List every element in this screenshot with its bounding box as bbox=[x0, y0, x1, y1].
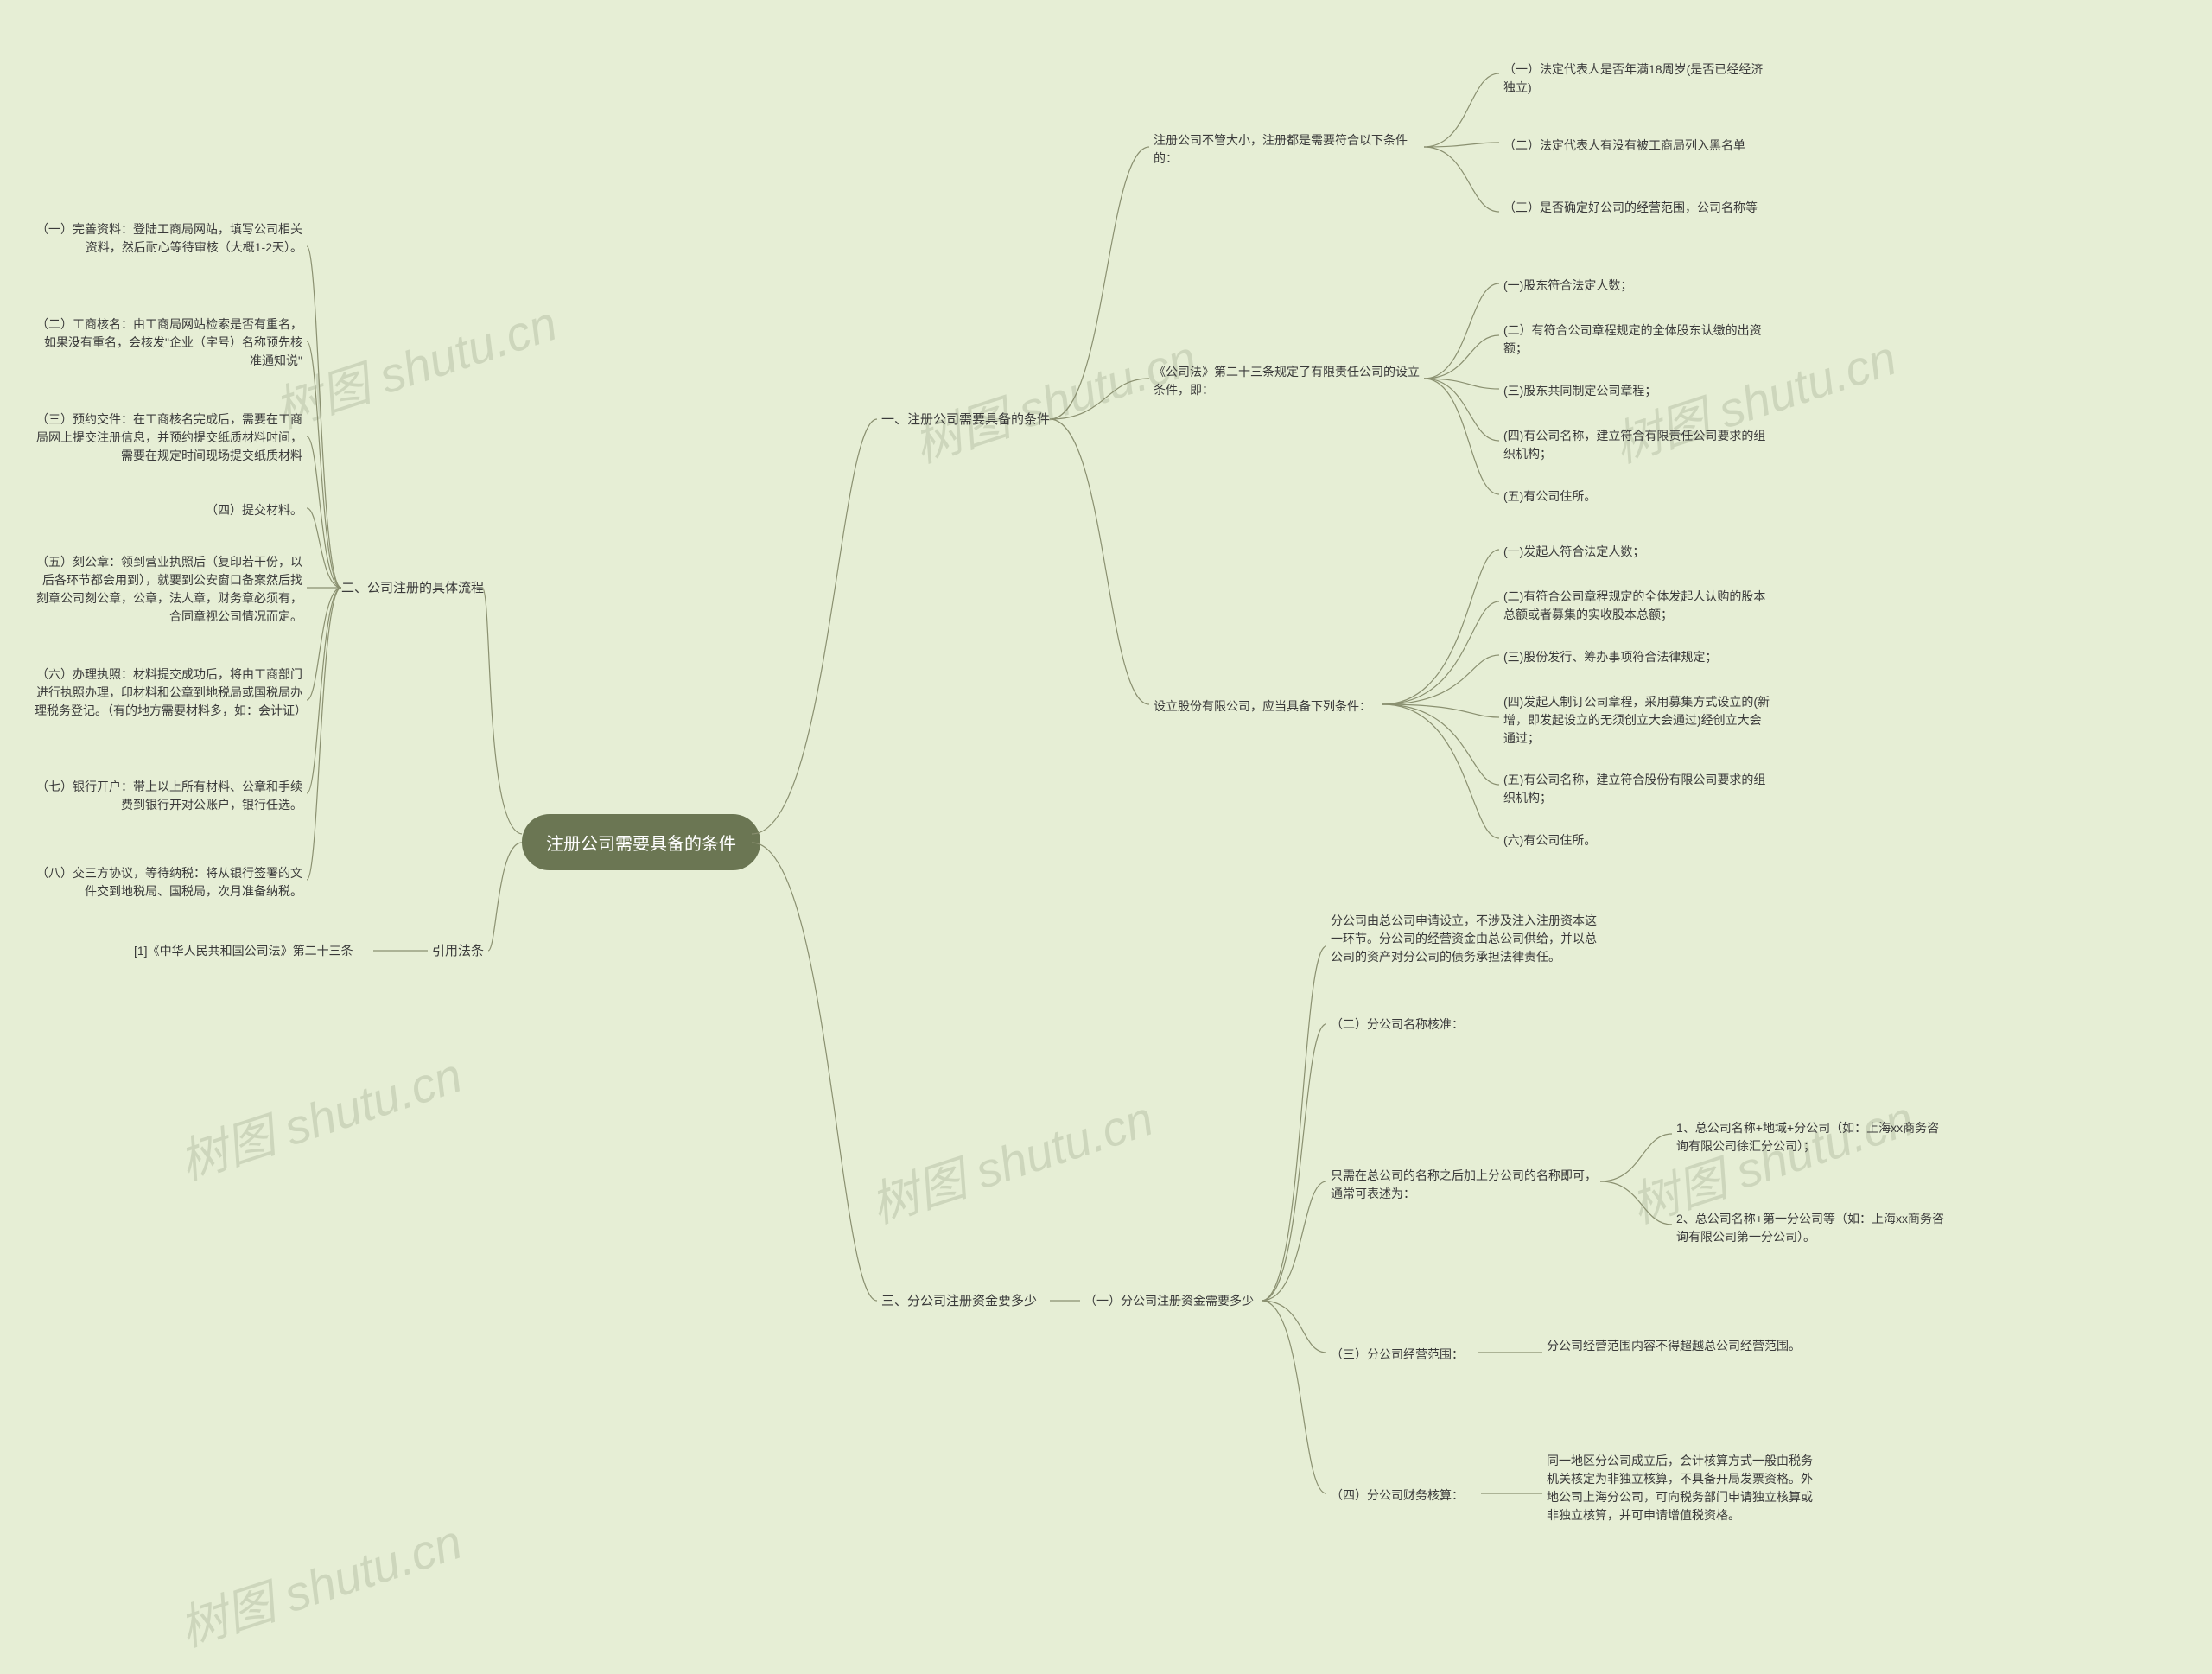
b1-g3-i3: (三)股份发行、筹办事项符合法律规定； bbox=[1503, 648, 1717, 666]
b3-names-i1: 1、总公司名称+地域+分公司（如：上海xx商务咨询有限公司徐汇分公司）； bbox=[1676, 1119, 1944, 1155]
b2-i5: （五）刻公章：领到营业执照后（复印若干份，以后各环节都会用到），就要到公安窗口备… bbox=[35, 553, 302, 626]
watermark: 树图 shutu.cn bbox=[169, 1037, 470, 1194]
b3-finance-text: 同一地区分公司成立后，会计核算方式一般由税务机关核定为非独立核算，不具备开局发票… bbox=[1547, 1452, 1815, 1524]
watermark: 树图 shutu.cn bbox=[169, 1504, 470, 1661]
b1-g3-i1: (一)发起人符合法定人数； bbox=[1503, 543, 1644, 561]
root-node: 注册公司需要具备的条件 bbox=[522, 814, 760, 870]
b1-g3-i5: (五)有公司名称，建立符合股份有限公司要求的组织机构； bbox=[1503, 771, 1771, 807]
b1-g3-i6: (六)有公司住所。 bbox=[1503, 831, 1596, 850]
b1-g2-i5: (五)有公司住所。 bbox=[1503, 487, 1596, 506]
watermark: 树图 shutu.cn bbox=[861, 1080, 1161, 1238]
b3-names-i2: 2、总公司名称+第一分公司等（如：上海xx商务咨询有限公司第一分公司）。 bbox=[1676, 1210, 1944, 1246]
b3-sub: （一）分公司注册资金需要多少 bbox=[1084, 1292, 1254, 1310]
b2-i8: （八）交三方协议，等待纳税：将从银行签署的文件交到地税局、国税局，次月准备纳税。 bbox=[35, 864, 302, 901]
b1-g3-title: 设立股份有限公司，应当具备下列条件： bbox=[1154, 697, 1371, 716]
b1-g3-i4: (四)发起人制订公司章程，采用募集方式设立的(新增，即发起设立的无须创立大会通过… bbox=[1503, 693, 1771, 748]
b3-i1: 分公司由总公司申请设立，不涉及注入注册资本这一环节。分公司的经营资金由总公司供给… bbox=[1331, 912, 1599, 966]
b1-g2-title: 《公司法》第二十三条规定了有限责任公司的设立条件，即： bbox=[1154, 363, 1421, 399]
b1-g3-i2: (二)有符合公司章程规定的全体发起人认购的股本总额或者募集的实收股本总额； bbox=[1503, 588, 1771, 624]
b3-names-title: 只需在总公司的名称之后加上分公司的名称即可，通常可表述为： bbox=[1331, 1167, 1599, 1203]
b1-g2-i4: (四)有公司名称，建立符合有限责任公司要求的组织机构； bbox=[1503, 427, 1771, 463]
b2-i6: （六）办理执照：材料提交成功后，将由工商部门进行执照办理，印材料和公章到地税局或… bbox=[35, 665, 302, 720]
b2-i1: （一）完善资料：登陆工商局网站，填写公司相关资料，然后耐心等待审核（大概1-2天… bbox=[35, 220, 302, 257]
branch-2-title: 二、公司注册的具体流程 bbox=[341, 579, 484, 599]
b1-g1-i1: （一）法定代表人是否年满18周岁(是否已经经济独立) bbox=[1503, 60, 1771, 97]
b1-g2-i1: (一)股东符合法定人数； bbox=[1503, 277, 1632, 295]
b1-g2-i3: (三)股东共同制定公司章程； bbox=[1503, 382, 1656, 400]
b1-g1-i3: （三）是否确定好公司的经营范围，公司名称等 bbox=[1503, 199, 1771, 217]
b2-i7: （七）银行开户：带上以上所有材料、公章和手续费到银行开对公账户，银行任选。 bbox=[35, 778, 302, 814]
b3-scope-text: 分公司经营范围内容不得超越总公司经营范围。 bbox=[1547, 1337, 1815, 1355]
b2-i2: （二）工商核名：由工商局网站检索是否有重名，如果没有重名，会核发"企业（字号）名… bbox=[35, 315, 302, 370]
b3-scope-title: （三）分公司经营范围： bbox=[1331, 1346, 1464, 1364]
b1-g2-i2: (二）有符合公司章程规定的全体股东认缴的出资额； bbox=[1503, 321, 1771, 358]
b3-finance-title: （四）分公司财务核算： bbox=[1331, 1486, 1464, 1505]
connectors-svg bbox=[0, 0, 2212, 1674]
b1-g1-title: 注册公司不管大小，注册都是需要符合以下条件的： bbox=[1154, 131, 1421, 168]
branch-1-title: 一、注册公司需要具备的条件 bbox=[881, 411, 1050, 430]
branch-3-title: 三、分公司注册资金要多少 bbox=[881, 1292, 1037, 1312]
b1-g1-i2: （二）法定代表人有没有被工商局列入黑名单 bbox=[1503, 137, 1771, 155]
b3-i2: （二）分公司名称核准： bbox=[1331, 1015, 1464, 1034]
b2-i4: （四）提交材料。 bbox=[206, 501, 302, 519]
law-item: [1]《中华人民共和国公司法》第二十三条 bbox=[134, 942, 353, 960]
b2-i3: （三）预约交件：在工商核名完成后，需要在工商局网上提交注册信息，并预约提交纸质材… bbox=[35, 411, 302, 465]
watermark: 树图 shutu.cn bbox=[264, 285, 565, 442]
law-title: 引用法条 bbox=[432, 942, 484, 962]
